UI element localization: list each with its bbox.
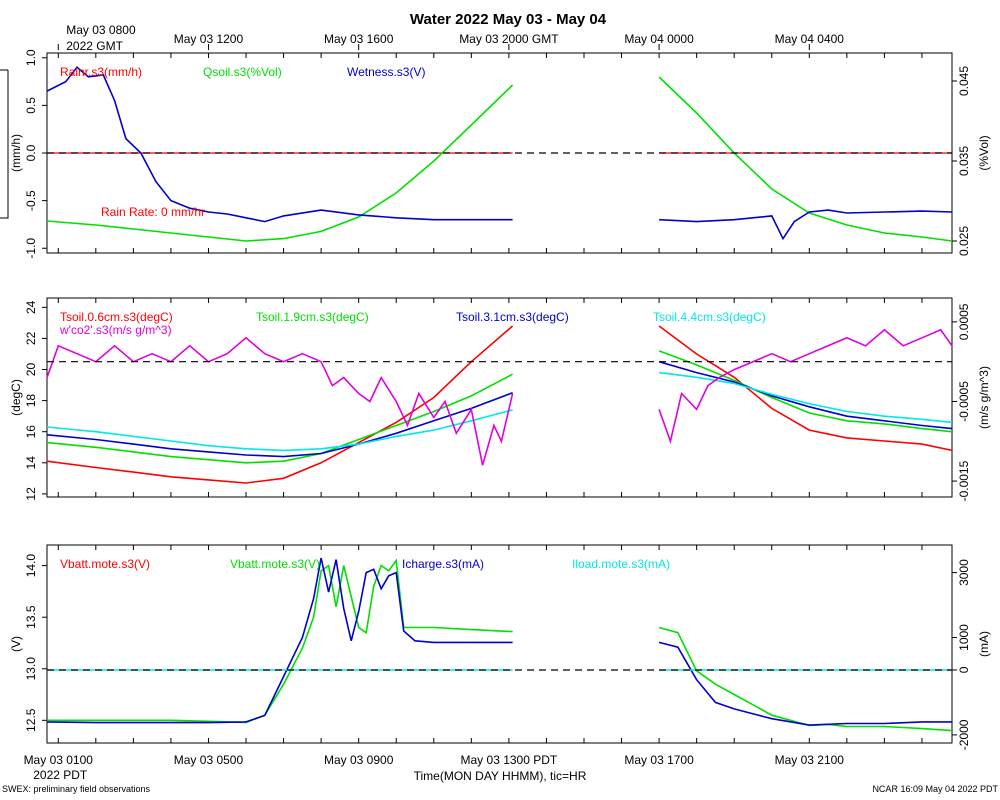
legend-entry: Tsoil.4.4cm.s3(degC) <box>653 310 766 324</box>
left-tick-label: 14 <box>24 456 38 470</box>
right-tick-label: -2000 <box>957 719 971 750</box>
series-line-red <box>658 325 953 452</box>
right-tick-label: 3000 <box>957 559 971 586</box>
series-line-green <box>658 76 953 242</box>
top-time-axis: May 03 0800 2022 GMT May 03 1200 May 03 160… <box>57 23 845 53</box>
series-line-green <box>658 350 953 433</box>
right-tick-label: 0.035 <box>957 146 971 176</box>
legend-entry: w'co2'.s3(m/s g/m^3) <box>59 323 172 337</box>
legend-entry: Tsoil.3.1cm.s3(degC) <box>456 310 569 324</box>
right-tick-label: 0.025 <box>957 226 971 256</box>
top-tick-label: May 04 0400 <box>775 32 845 46</box>
series-line-magenta <box>46 336 514 466</box>
left-tick-label: 13.0 <box>24 657 38 681</box>
left-tick-label: 14.0 <box>24 554 38 578</box>
left-tick-label: 18 <box>24 394 38 408</box>
series-line-blue <box>659 209 953 241</box>
panel-frame <box>46 544 953 744</box>
series-line-magenta <box>658 328 953 445</box>
bottom-tick-label: May 03 0900 <box>324 753 394 767</box>
top-tick-label: May 03 1600 <box>324 32 394 46</box>
left-tick-label: 0.0 <box>24 144 38 161</box>
bottom-tick-label: May 03 0500 <box>174 753 244 767</box>
bottom-tick-label: May 03 1700 <box>624 753 694 767</box>
series-line-green <box>46 84 514 242</box>
panel-soil-temperature: 12 14 16 18 20 22 24 -0.0015 -0.0005 0.0005 (degC)… <box>9 297 991 501</box>
panel-water: -1.0 -0.5 0.0 0.5 1.0 0.025 0.035 0.045 (mm/h) (%… <box>9 49 991 258</box>
panel-frame <box>46 297 953 498</box>
bottom-start-label: 2022 PDT <box>33 768 88 782</box>
legend-entry: Iload.mote.s3(mA) <box>572 557 670 571</box>
legend-entry: Vbatt.mote.s3(V) <box>60 557 150 571</box>
left-tick-label: 0.5 <box>24 97 38 114</box>
series-line-blue <box>46 392 513 458</box>
legend-entry: Rainr.s3(mm/h) <box>60 65 142 79</box>
left-tick-label: -0.5 <box>24 190 38 211</box>
left-tick-label: -1.0 <box>24 238 38 259</box>
chart-title: Water 2022 May 03 - May 04 <box>410 11 607 28</box>
bottom-time-axis: May 03 0100 May 03 0500 May 03 0900 May 03 … <box>24 753 845 782</box>
series-line-green <box>46 373 513 464</box>
series-line-cyan <box>659 371 953 424</box>
top-tick-label: May 03 1200 <box>174 32 244 46</box>
legend-entry: Tsoil.0.6cm.s3(degC) <box>60 310 173 324</box>
top-tick-sublabel: 2022 GMT <box>66 39 123 53</box>
right-tick-label: 0.045 <box>957 66 971 96</box>
left-tick-label: 1.0 <box>24 49 38 66</box>
legend-entry: Tsoil.1.9cm.s3(degC) <box>256 310 369 324</box>
series-line-green <box>47 558 513 724</box>
series-line-blue <box>658 641 952 726</box>
bottom-tick-label: May 03 1300 PDT <box>461 753 558 767</box>
right-tick-label: -0.0005 <box>957 381 971 422</box>
legend-entry: Qsoil.s3(%Vol) <box>203 65 282 79</box>
footer-left: SWEX: preliminary field observations <box>2 784 151 794</box>
panel-power: 12.5 13.0 13.5 14.0 -2000 0 1000 3000 (V) (mA) Vba… <box>9 544 991 750</box>
bottom-tick-label: May 03 0100 <box>24 753 94 767</box>
legend-entry: Icharge.s3(mA) <box>402 557 484 571</box>
right-tick-label: 0 <box>957 666 971 673</box>
left-tick-label: 16 <box>24 425 38 439</box>
top-tick-label: May 04 0000 <box>624 32 694 46</box>
left-tick-label: 20 <box>24 363 38 377</box>
left-axis-label: (V) <box>9 636 23 652</box>
top-tick-label: May 03 0800 <box>66 23 136 37</box>
left-bracket <box>0 69 9 219</box>
legend-entry: Wetness.s3(V) <box>347 65 425 79</box>
rain-rate-annotation: Rain Rate: 0 mm/hr <box>101 205 205 219</box>
left-tick-label: 22 <box>24 331 38 345</box>
bottom-tick-label: May 03 2100 <box>775 753 845 767</box>
left-tick-label: 12 <box>24 487 38 501</box>
series-line-blue <box>658 360 953 430</box>
series-line-green <box>658 626 953 732</box>
x-axis-label: Time(MON DAY HHMM), tic=HR <box>414 769 587 783</box>
series-line-red <box>46 325 514 484</box>
series-line-blue <box>46 66 513 223</box>
series-line-cyan <box>46 409 513 452</box>
left-tick-label: 12.5 <box>24 708 38 732</box>
panels: -1.0 -0.5 0.0 0.5 1.0 0.025 0.035 0.045 (mm/h) (%… <box>0 49 991 750</box>
left-tick-label: 24 <box>24 300 38 314</box>
right-tick-label: -0.0015 <box>957 460 971 501</box>
left-axis-label: (mm/h) <box>9 134 23 172</box>
top-tick-label: May 03 2000 GMT <box>459 32 559 46</box>
right-tick-label: 0.0005 <box>957 303 971 340</box>
legend-entry: Vbatt.mote.s3(V) <box>230 557 320 571</box>
right-tick-label: 1000 <box>957 624 971 651</box>
left-axis-label: (degC) <box>9 379 23 416</box>
footer-right: NCAR 16:09 May 04 2022 PDT <box>872 784 998 794</box>
right-axis-label: (mA) <box>977 631 991 657</box>
series-line-blue <box>46 557 513 724</box>
right-axis-label: (m/s g/m^3) <box>977 366 991 429</box>
right-axis-label: (%Vol) <box>977 135 991 170</box>
left-tick-label: 13.5 <box>24 605 38 629</box>
